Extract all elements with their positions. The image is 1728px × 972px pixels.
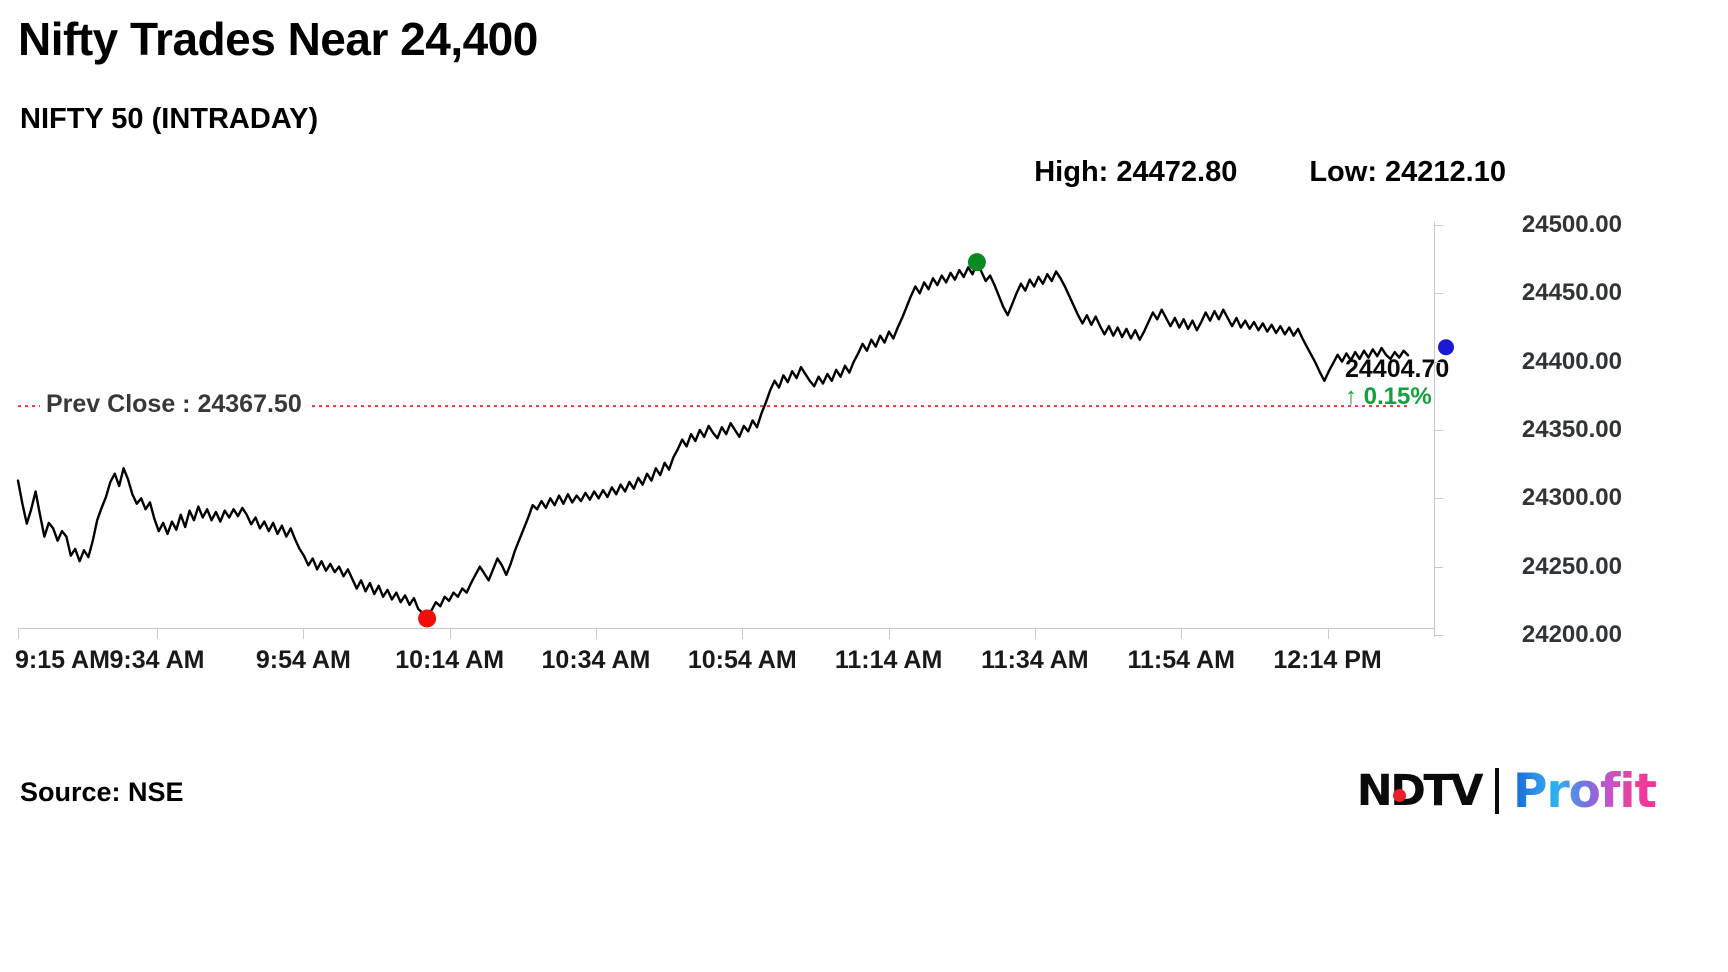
y-tick-mark xyxy=(1434,361,1443,363)
x-tick-label: 11:14 AM xyxy=(834,646,943,674)
y-tick-label: 24250.00 xyxy=(1521,552,1622,580)
y-tick-label: 24350.00 xyxy=(1521,416,1622,443)
x-axis-line xyxy=(18,628,1434,629)
plot-region xyxy=(16,225,1454,635)
last-price-value: 24404.70 xyxy=(1345,355,1450,384)
x-tick-mark xyxy=(18,628,19,639)
x-tick-label: 10:34 AM xyxy=(541,646,651,674)
y-tick-mark xyxy=(1434,430,1443,431)
ndtv-red-dot-icon xyxy=(1392,788,1406,802)
y-tick-label: 24200.00 xyxy=(1521,621,1622,648)
x-tick-label: 9:54 AM xyxy=(255,646,351,674)
y-tick-mark xyxy=(1434,498,1443,500)
page-title: Nifty Trades Near 24,400 xyxy=(18,13,538,65)
high-value: High: 24472.80 xyxy=(1034,156,1238,188)
ndtv-wordmark: NDTV xyxy=(1357,769,1484,813)
y-axis: 24500.00 24450.00 24400.00 24350.00 24300.00… xyxy=(1434,211,1728,670)
x-tick-label: 9:15 AM xyxy=(15,646,110,674)
x-tick-mark xyxy=(1181,628,1183,639)
logo-divider xyxy=(1495,768,1500,814)
y-tick-label: 24500.00 xyxy=(1521,211,1622,238)
chart-subtitle: NIFTY 50 (INTRADAY) xyxy=(20,103,319,135)
price-line xyxy=(16,260,1410,620)
x-tick-mark xyxy=(595,628,597,639)
y-tick-label: 24450.00 xyxy=(1521,279,1622,307)
source-note: Source: NSE xyxy=(20,777,184,807)
x-tick-mark xyxy=(1034,628,1036,639)
y-tick-label: 24400.00 xyxy=(1521,347,1622,375)
x-tick-label: 9:34 AM xyxy=(109,646,205,674)
low-value: Low: 24212.10 xyxy=(1309,156,1506,188)
x-tick-mark xyxy=(888,628,890,639)
y-tick-mark xyxy=(1434,293,1443,295)
x-tick-mark xyxy=(157,628,158,639)
x-tick-mark xyxy=(449,628,451,639)
x-tick-label: 10:14 AM xyxy=(395,646,505,674)
y-axis-line xyxy=(1434,222,1435,637)
ndtv-profit-logo: NDTV Profit xyxy=(1357,763,1657,819)
price-line-svg xyxy=(16,253,1454,628)
y-tick-mark xyxy=(1434,566,1443,568)
prev-close-label: Prev Close : 24367.50 xyxy=(40,390,308,420)
y-tick-mark xyxy=(1434,635,1443,636)
x-tick-label: 11:34 AM xyxy=(981,646,1089,674)
last-price-change: ↑ 0.15% xyxy=(1345,383,1432,411)
x-tick-label: 11:54 AM xyxy=(1127,646,1235,674)
x-tick-label: 12:14 PM xyxy=(1273,646,1382,674)
y-tick-mark xyxy=(1434,225,1443,226)
last-price-flag: 24404.70 ↑ 0.15% xyxy=(1345,357,1449,412)
x-tick-label: 10:54 AM xyxy=(687,646,797,674)
ndtv-text: NDTV xyxy=(1356,765,1484,816)
x-tick-mark xyxy=(1327,628,1329,639)
last-price-marker-dot xyxy=(1438,339,1454,356)
y-tick-label: 24300.00 xyxy=(1521,484,1622,512)
high-low-summary: High: 24472.80 Low: 24212.10 xyxy=(1034,156,1506,189)
profit-wordmark: Profit xyxy=(1513,763,1657,819)
high-marker-dot xyxy=(967,253,986,272)
chart-area: Prev Close : 24367.50 24404.70 ↑ 0.15% 2… xyxy=(0,211,1728,670)
x-tick-mark xyxy=(742,628,744,639)
x-tick-mark xyxy=(303,628,305,639)
x-axis: 9:15 AM 9:34 AM 9:54 AM 10:14 AM 10:34 AM 10:… xyxy=(0,628,1728,688)
low-marker-dot xyxy=(418,609,437,628)
